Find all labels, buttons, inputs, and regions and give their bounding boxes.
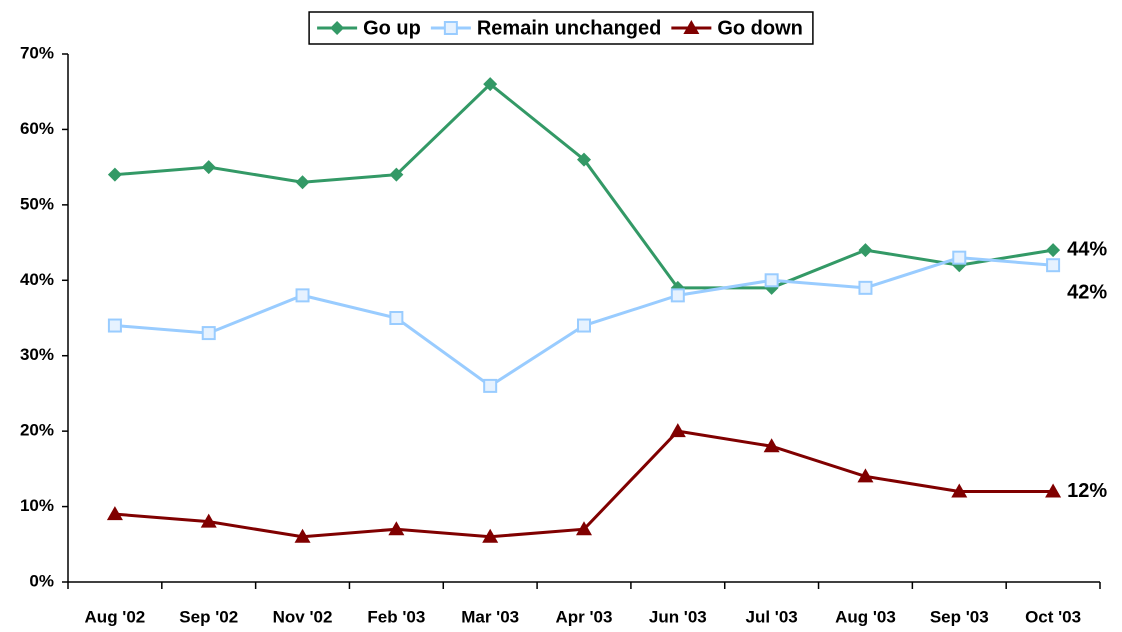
series-line <box>114 82 1054 290</box>
marker <box>443 21 458 35</box>
marker <box>389 167 404 182</box>
x-tick-label: Aug '02 <box>85 607 146 626</box>
marker <box>576 521 592 536</box>
marker <box>763 438 780 453</box>
data-label: 42% <box>1067 281 1107 303</box>
x-tick-label: Nov '02 <box>273 607 333 626</box>
legend-label: Remain unchanged <box>477 17 661 39</box>
legend-box <box>308 11 814 45</box>
y-tick-label: 0% <box>29 571 54 590</box>
marker <box>106 506 123 521</box>
marker <box>200 513 217 528</box>
y-tick-label: 10% <box>20 496 54 515</box>
marker <box>669 423 686 438</box>
y-tick-label: 20% <box>20 421 54 440</box>
y-tick-label: 60% <box>20 119 54 138</box>
y-tick-label: 50% <box>20 194 54 213</box>
marker <box>858 280 873 295</box>
marker <box>764 273 779 288</box>
y-tick-label: 70% <box>20 43 54 62</box>
marker <box>295 175 310 190</box>
marker <box>483 77 498 92</box>
series-line <box>114 429 1054 539</box>
marker <box>577 318 591 333</box>
data-label: 44% <box>1067 238 1107 260</box>
marker <box>670 288 685 303</box>
legend-label: Go down <box>717 17 803 39</box>
marker <box>201 160 216 175</box>
x-tick-label: Sep '03 <box>930 607 989 626</box>
marker <box>683 20 700 34</box>
x-tick-label: Jun '03 <box>649 607 707 626</box>
x-tick-label: Feb '03 <box>367 607 425 626</box>
legend-label: Go up <box>363 17 421 39</box>
x-tick-label: Apr '03 <box>556 607 613 626</box>
marker <box>1046 243 1061 258</box>
y-tick-label: 40% <box>20 270 54 289</box>
y-tick-label: 30% <box>20 345 54 364</box>
marker <box>858 243 873 258</box>
data-label: 12% <box>1067 480 1107 502</box>
marker <box>294 528 311 543</box>
marker <box>951 483 968 498</box>
marker <box>389 311 404 325</box>
marker <box>388 521 405 536</box>
marker <box>1045 483 1062 498</box>
marker <box>107 318 122 333</box>
marker <box>577 152 591 167</box>
marker <box>1046 258 1061 273</box>
x-tick-label: Mar '03 <box>461 607 519 626</box>
legend: Go up Remain unchanged Go down <box>308 11 814 45</box>
marker <box>482 528 499 543</box>
x-tick-label: Oct '03 <box>1025 607 1081 626</box>
marker <box>107 167 122 182</box>
marker <box>330 21 345 35</box>
marker <box>295 288 310 303</box>
marker <box>952 250 967 265</box>
marker <box>483 378 498 393</box>
x-tick-label: Aug '03 <box>835 607 896 626</box>
x-tick-label: Sep '02 <box>179 607 238 626</box>
marker <box>201 326 216 341</box>
x-tick-label: Jul '03 <box>746 607 798 626</box>
marker <box>857 468 874 483</box>
